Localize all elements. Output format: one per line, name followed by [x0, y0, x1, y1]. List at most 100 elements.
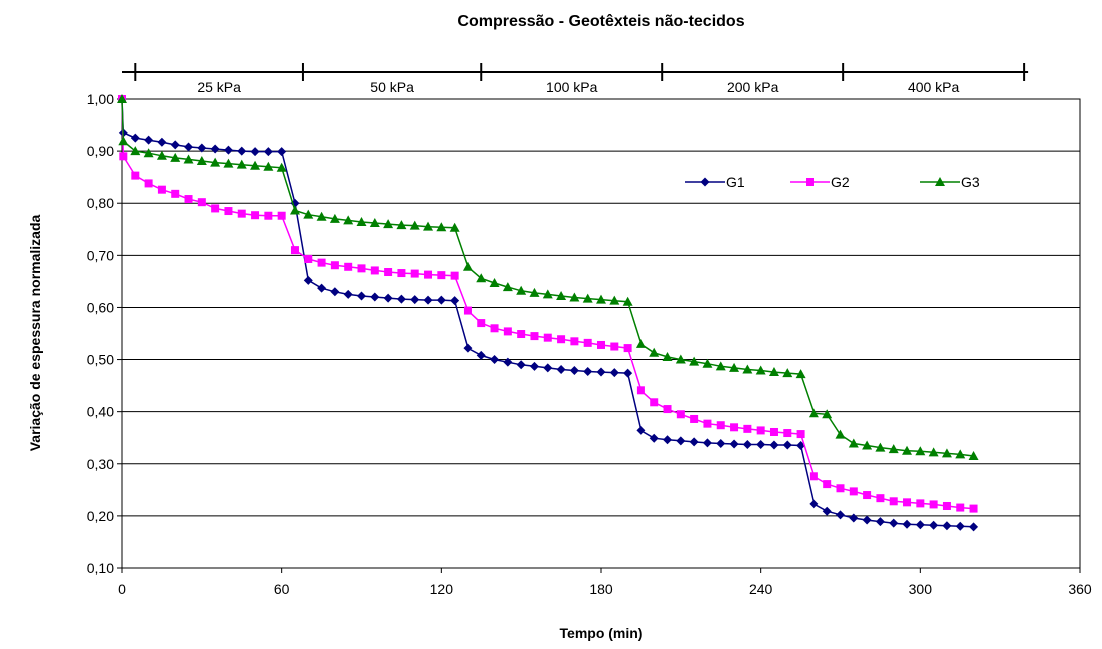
data-point [423, 295, 433, 305]
y-tick-label: 0,20 [87, 508, 114, 524]
data-point [848, 438, 859, 448]
data-point [556, 364, 566, 374]
data-point [690, 414, 699, 423]
data-point [729, 362, 740, 372]
data-point [929, 520, 939, 530]
legend-entry-g1: G1 [685, 174, 745, 190]
data-point [277, 211, 286, 220]
data-point [782, 440, 792, 450]
data-point [357, 264, 366, 273]
data-point [490, 324, 499, 333]
y-tick-label: 1,00 [87, 91, 114, 107]
data-point [317, 258, 326, 267]
data-point [623, 368, 633, 378]
data-point [903, 498, 912, 507]
x-axis-label: Tempo (min) [560, 625, 643, 641]
legend-label: G1 [726, 174, 745, 190]
axes: 0,10 0,20 0,30 0,40 0,50 0,60 0,70 0,80 0,90 1,00… [87, 91, 1092, 597]
x-tick-label: 300 [909, 581, 933, 597]
data-point [716, 421, 725, 430]
legend: G1 G2 G3 [685, 174, 980, 190]
data-point [330, 261, 339, 270]
data-point [277, 147, 287, 157]
data-point [316, 211, 327, 221]
data-point [730, 423, 739, 432]
data-point [490, 355, 500, 365]
data-point [583, 338, 592, 347]
data-point [888, 444, 899, 454]
data-point [130, 133, 140, 143]
data-point [768, 367, 779, 377]
y-tick-label: 0,70 [87, 247, 114, 263]
data-point [384, 268, 393, 277]
data-point [942, 521, 952, 531]
data-point [530, 332, 539, 341]
data-point [689, 437, 699, 447]
data-point [650, 398, 659, 407]
series-line [121, 98, 974, 510]
data-point [969, 522, 979, 532]
data-point [806, 178, 814, 186]
data-point [743, 424, 752, 433]
data-point [956, 503, 965, 512]
data-point [516, 285, 527, 295]
data-point [955, 449, 966, 459]
data-point [569, 292, 580, 302]
data-point [144, 135, 154, 145]
data-point [130, 146, 141, 156]
x-tick-label: 180 [589, 581, 613, 597]
data-point [849, 513, 859, 523]
data-point [236, 159, 247, 169]
data-point [742, 439, 752, 449]
data-point [662, 351, 673, 361]
y-tick-label: 0,30 [87, 456, 114, 472]
data-point [370, 292, 380, 302]
data-point [396, 220, 407, 230]
data-point [396, 294, 406, 304]
data-point [915, 446, 926, 456]
data-point [663, 405, 672, 414]
data-point [556, 290, 567, 300]
data-point [889, 497, 898, 506]
data-point [636, 386, 645, 395]
data-point [542, 289, 553, 299]
data-point [383, 219, 394, 229]
data-point [795, 369, 806, 379]
data-point [836, 510, 845, 520]
data-point [702, 358, 713, 368]
data-point [543, 333, 552, 342]
data-point [449, 222, 460, 232]
data-point [264, 211, 273, 220]
data-point [597, 340, 605, 349]
stage-label: 50 kPa [370, 79, 414, 95]
data-point [410, 295, 420, 305]
stage-label: 200 kPa [727, 79, 779, 95]
data-point [915, 520, 925, 530]
data-point [862, 440, 873, 450]
data-point [822, 409, 833, 419]
stage-label: 100 kPa [546, 79, 598, 95]
data-point [476, 273, 487, 283]
data-point [876, 494, 885, 503]
data-point [610, 342, 619, 351]
y-tick-label: 0,50 [87, 352, 114, 368]
data-point [370, 266, 379, 275]
data-point [237, 209, 246, 218]
data-point [196, 156, 207, 166]
data-point [157, 137, 167, 147]
series-line [121, 98, 974, 457]
data-point [210, 157, 221, 167]
data-point [635, 338, 646, 348]
data-point [450, 296, 460, 306]
data-point [935, 177, 945, 186]
data-point [289, 205, 300, 215]
data-point [769, 427, 778, 436]
data-point [357, 291, 366, 301]
data-point [450, 271, 459, 280]
data-point [689, 356, 700, 366]
data-point [902, 445, 913, 455]
data-point [304, 254, 313, 263]
data-point [344, 262, 353, 271]
